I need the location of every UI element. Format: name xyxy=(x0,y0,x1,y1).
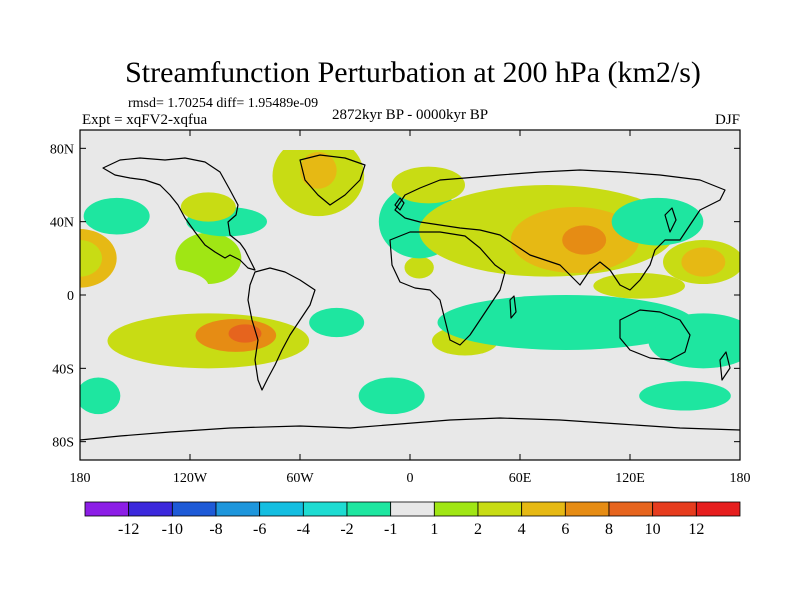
contour-region-16 xyxy=(180,192,236,222)
colorbar-label-0: -12 xyxy=(118,521,139,538)
colorbar-swatch-12 xyxy=(608,501,654,517)
contour-region-32 xyxy=(446,197,520,228)
y-tick-label-0: 80N xyxy=(50,142,74,157)
contour-region-29 xyxy=(639,381,731,411)
colorbar-swatch-3 xyxy=(215,501,261,517)
y-tick-label-3: 40S xyxy=(52,362,74,377)
y-tick-label-1: 40N xyxy=(50,216,74,231)
axis-ticks: 180 120W 60W 0 60E 120E 180 80N 40N 0 40S 80S xyxy=(50,130,751,486)
coast-antarctica xyxy=(79,417,741,441)
contour-region-21 xyxy=(562,225,607,255)
coastlines xyxy=(79,154,741,441)
contour-region-4 xyxy=(83,197,150,235)
contour-region-27 xyxy=(437,295,695,350)
colorbar-label-13: 12 xyxy=(688,521,704,538)
colorbar: -12 -10 -8 -6 -4 -2 -1 1 2 4 6 8 10 12 xyxy=(84,501,741,538)
contour-region-25 xyxy=(681,247,726,277)
x-tick-label-1: 120W xyxy=(173,471,208,486)
colorbar-label-8: 2 xyxy=(474,521,482,538)
colorbar-label-10: 6 xyxy=(561,521,569,538)
colorbar-swatch-7 xyxy=(390,501,435,517)
x-tick-label-2: 60W xyxy=(286,471,314,486)
colorbar-label-3: -6 xyxy=(253,521,266,538)
contour-region-17 xyxy=(404,256,434,279)
coast-uk xyxy=(394,197,405,211)
contour-region-28 xyxy=(611,197,704,246)
colorbar-label-1: -10 xyxy=(162,521,183,538)
coast-africa xyxy=(389,231,506,346)
contour-region-1 xyxy=(175,232,242,284)
colorbar-label-9: 4 xyxy=(518,521,526,538)
contour-region-8 xyxy=(358,377,425,415)
colorbar-swatch-4 xyxy=(259,501,304,517)
x-tick-label-5: 120E xyxy=(615,471,645,486)
colorbar-label-7: 1 xyxy=(430,521,438,538)
colorbar-swatch-13 xyxy=(652,501,697,517)
x-tick-label-6: 180 xyxy=(730,471,751,486)
coast-new-zealand xyxy=(719,351,731,381)
colorbar-swatch-8 xyxy=(433,501,479,517)
coast-japan xyxy=(664,207,677,233)
colorbar-label-11: 8 xyxy=(605,521,613,538)
colorbar-swatch-14 xyxy=(695,501,741,517)
colorbar-swatch-2 xyxy=(171,501,217,517)
coast-south-america xyxy=(247,267,316,391)
y-tick-label-4: 80S xyxy=(52,436,74,451)
colorbar-label-5: -2 xyxy=(340,521,353,538)
contour-region-7 xyxy=(80,377,121,415)
coast-greenland xyxy=(299,154,366,206)
colorbar-swatch-6 xyxy=(346,501,392,517)
colorbar-label-6: -1 xyxy=(384,521,397,538)
contour-region-12 xyxy=(300,152,337,189)
season-label: DJF xyxy=(715,112,740,128)
x-tick-label-3: 0 xyxy=(407,471,414,486)
x-tick-label-4: 60E xyxy=(509,471,532,486)
coast-eurasia xyxy=(394,169,726,291)
x-tick-label-0: 180 xyxy=(70,471,91,486)
period-label: 2872kyr BP - 0000kyr BP xyxy=(332,107,488,123)
experiment-label: Expt = xqFV2-xqfua xyxy=(82,112,207,128)
colorbar-swatch-9 xyxy=(477,501,523,517)
colorbar-swatch-10 xyxy=(521,501,566,517)
colorbar-label-4: -4 xyxy=(297,521,310,538)
colorbar-swatch-5 xyxy=(302,501,348,517)
coast-madagascar xyxy=(509,295,517,319)
coast-north-america xyxy=(102,157,256,271)
contour-region-15 xyxy=(228,324,262,343)
y-tick-label-2: 0 xyxy=(67,289,74,304)
colorbar-swatch-1 xyxy=(128,501,173,517)
coast-australia xyxy=(619,309,691,361)
colorbar-label-12: 10 xyxy=(645,521,661,538)
contour-region-6 xyxy=(309,307,365,338)
chart-title: Streamfunction Perturbation at 200 hPa (… xyxy=(125,56,701,89)
contour-region-30 xyxy=(648,313,740,369)
colorbar-swatch-11 xyxy=(564,501,610,517)
contour-region-3 xyxy=(98,267,209,305)
contour-region-22 xyxy=(593,273,686,299)
colorbar-label-2: -8 xyxy=(209,521,222,538)
stats-line: rmsd= 1.70254 diff= 1.95489e-09 xyxy=(128,96,318,111)
contour-region-10 xyxy=(80,240,102,277)
contour-regions xyxy=(80,150,740,415)
colorbar-swatch-0 xyxy=(84,501,130,517)
